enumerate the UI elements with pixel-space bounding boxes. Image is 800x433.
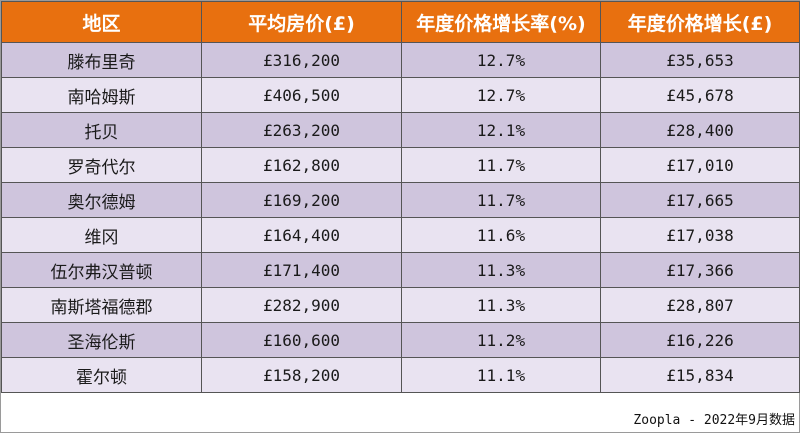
source-note: Zoopla - 2022年9月数据 (633, 413, 795, 428)
cell-avg-price: £164,400 (201, 217, 402, 253)
cell-region: 奥尔德姆 (1, 182, 202, 218)
header-growth-amount: 年度价格增长(£) (600, 1, 800, 43)
table-row: 霍尔顿 £158,200 11.1% £15,834 (1, 357, 800, 393)
cell-growth-amount: £15,834 (600, 357, 800, 393)
cell-growth-amount: £28,400 (600, 112, 800, 148)
cell-growth-amount: £28,807 (600, 287, 800, 323)
table-row: 南斯塔福德郡 £282,900 11.3% £28,807 (1, 287, 800, 323)
cell-growth-rate: 12.7% (401, 77, 601, 113)
cell-growth-rate: 11.1% (401, 357, 601, 393)
cell-region: 罗奇代尔 (1, 147, 202, 183)
table-row: 滕布里奇 £316,200 12.7% £35,653 (1, 42, 800, 78)
table-row: 罗奇代尔 £162,800 11.7% £17,010 (1, 147, 800, 183)
table-row: 南哈姆斯 £406,500 12.7% £45,678 (1, 77, 800, 113)
header-row: 地区 平均房价(£) 年度价格增长率(%) 年度价格增长(£) (1, 1, 800, 43)
cell-growth-amount: £16,226 (600, 322, 800, 358)
cell-growth-rate: 11.6% (401, 217, 601, 253)
house-price-table: 地区 平均房价(£) 年度价格增长率(%) 年度价格增长(£) 滕布里奇 £316… (1, 1, 800, 393)
cell-region: 维冈 (1, 217, 202, 253)
cell-growth-rate: 11.2% (401, 322, 601, 358)
cell-growth-amount: £17,010 (600, 147, 800, 183)
cell-growth-rate: 11.7% (401, 147, 601, 183)
cell-growth-amount: £17,038 (600, 217, 800, 253)
header-avg-price: 平均房价(£) (201, 1, 402, 43)
cell-avg-price: £171,400 (201, 252, 402, 288)
cell-growth-amount: £17,665 (600, 182, 800, 218)
cell-avg-price: £263,200 (201, 112, 402, 148)
header-region: 地区 (1, 1, 202, 43)
cell-region: 南斯塔福德郡 (1, 287, 202, 323)
cell-growth-amount: £35,653 (600, 42, 800, 78)
cell-avg-price: £160,600 (201, 322, 402, 358)
cell-region: 南哈姆斯 (1, 77, 202, 113)
cell-avg-price: £158,200 (201, 357, 402, 393)
cell-growth-rate: 11.3% (401, 252, 601, 288)
cell-avg-price: £282,900 (201, 287, 402, 323)
cell-growth-amount: £17,366 (600, 252, 800, 288)
cell-region: 伍尔弗汉普顿 (1, 252, 202, 288)
cell-avg-price: £406,500 (201, 77, 402, 113)
table-row: 维冈 £164,400 11.6% £17,038 (1, 217, 800, 253)
table-row: 托贝 £263,200 12.1% £28,400 (1, 112, 800, 148)
cell-region: 托贝 (1, 112, 202, 148)
table-row: 奥尔德姆 £169,200 11.7% £17,665 (1, 182, 800, 218)
cell-growth-rate: 12.7% (401, 42, 601, 78)
cell-growth-amount: £45,678 (600, 77, 800, 113)
cell-avg-price: £162,800 (201, 147, 402, 183)
cell-region: 霍尔顿 (1, 357, 202, 393)
cell-avg-price: £169,200 (201, 182, 402, 218)
cell-growth-rate: 11.7% (401, 182, 601, 218)
cell-growth-rate: 12.1% (401, 112, 601, 148)
cell-avg-price: £316,200 (201, 42, 402, 78)
table-row: 伍尔弗汉普顿 £171,400 11.3% £17,366 (1, 252, 800, 288)
table-row: 圣海伦斯 £160,600 11.2% £16,226 (1, 322, 800, 358)
cell-region: 滕布里奇 (1, 42, 202, 78)
header-growth-rate: 年度价格增长率(%) (401, 1, 601, 43)
cell-region: 圣海伦斯 (1, 322, 202, 358)
cell-growth-rate: 11.3% (401, 287, 601, 323)
